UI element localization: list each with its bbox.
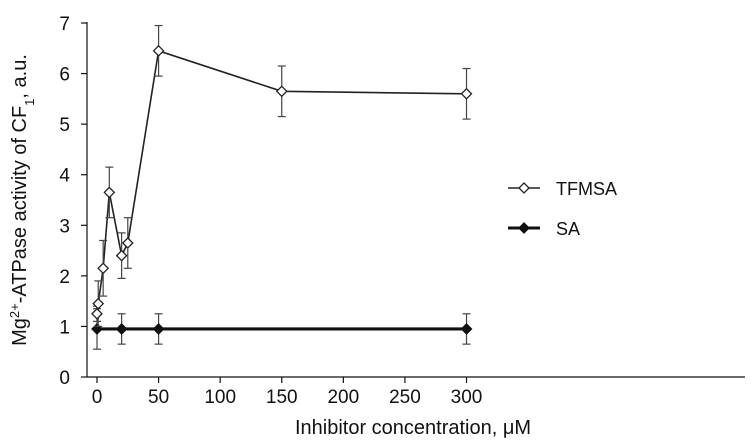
legend-marker [518,182,530,194]
x-tick-label: 150 [266,387,298,408]
legend-label: TFMSA [556,179,617,199]
data-point [460,87,473,100]
legend: TFMSA SA [508,179,617,239]
data-point [115,249,128,262]
y-title-part: Mg [9,318,31,346]
legend-item-sa: SA [508,219,580,239]
data-point [152,44,165,57]
y-title-part: -ATPase activity of CF [9,106,31,303]
series-sa [91,308,473,350]
legend-item-tfmsa: TFMSA [508,179,617,199]
y-axis-title-text: Mg2+-ATPase activity of CF1, a.u. [7,54,37,346]
x-tick-label: 300 [451,387,483,408]
y-title-part: , a.u. [9,54,31,98]
y-tick-label: 6 [59,65,70,86]
y-tick-label: 7 [59,14,70,35]
y-tick-label: 0 [59,368,70,389]
y-title-superscript: 2+ [7,303,22,318]
y-tick-label: 3 [59,216,70,237]
legend-marker [518,222,530,234]
data-point [92,297,105,310]
x-tick-label: 0 [92,387,103,408]
axes: 0 1 2 3 4 5 6 7 0 50 100 150 200 250 300 [59,14,745,408]
data-point [103,186,116,199]
x-tick-label: 50 [148,387,169,408]
data-point [115,323,128,335]
series-layer [91,24,473,350]
y-tick-label: 4 [59,166,70,187]
data-point [91,307,103,320]
y-title-subscript: 1 [22,99,37,106]
data-point [152,323,165,335]
legend-label: SA [556,219,580,239]
x-tick-label: 100 [204,387,236,408]
series-tfmsa [91,24,473,328]
data-point [97,262,110,275]
x-tick-label: 250 [389,387,421,408]
data-point [91,323,103,335]
y-tick-label: 2 [59,267,70,288]
data-point [121,237,134,249]
y-axis-title: Mg2+-ATPase activity of CF1, a.u. [7,54,37,346]
data-point [275,85,288,98]
y-tick-label: 5 [59,115,70,136]
data-point [460,323,473,335]
x-tick-label: 200 [327,387,359,408]
x-axis-title: Inhibitor concentration, μM [295,417,531,439]
y-tick-label: 1 [59,317,70,338]
